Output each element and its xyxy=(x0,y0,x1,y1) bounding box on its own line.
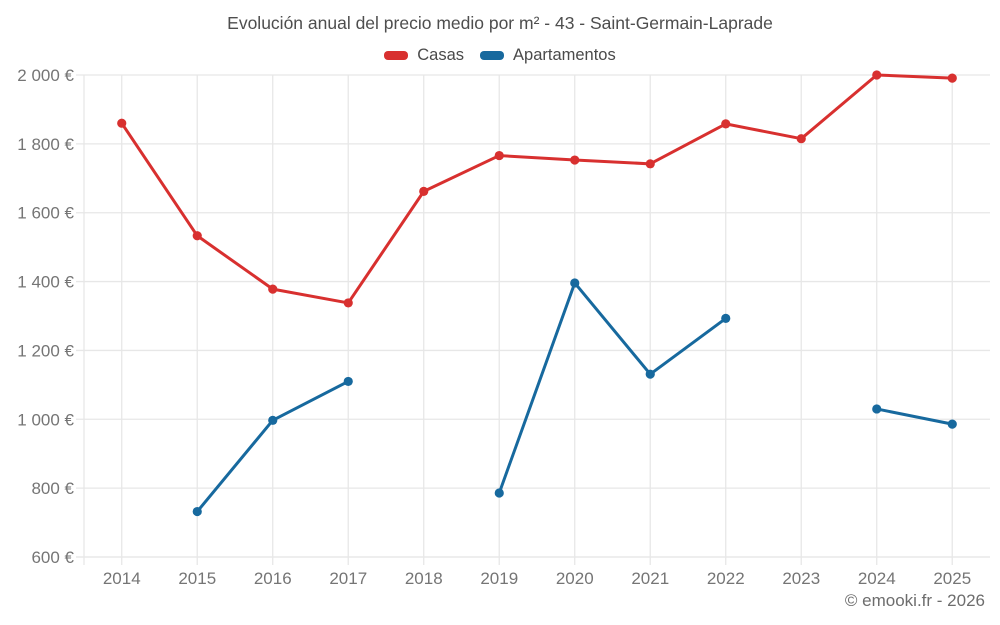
x-axis-label: 2019 xyxy=(480,569,518,588)
y-axis-label: 1 200 € xyxy=(17,341,74,360)
data-point-casas-2014[interactable] xyxy=(117,118,127,128)
x-axis-label: 2025 xyxy=(933,569,971,588)
data-point-apartamentos-2021[interactable] xyxy=(645,369,655,379)
casas-series-swatch xyxy=(384,51,409,60)
data-point-casas-2015[interactable] xyxy=(192,231,202,241)
data-point-apartamentos-2017[interactable] xyxy=(343,376,353,387)
y-axis-label: 1 600 € xyxy=(17,204,74,223)
data-point-casas-2025[interactable] xyxy=(947,73,957,83)
y-axis-label: 800 € xyxy=(31,479,74,498)
data-point-casas-2020[interactable] xyxy=(570,155,580,165)
data-point-casas-2024[interactable] xyxy=(872,70,882,80)
data-point-apartamentos-2016[interactable] xyxy=(268,415,278,425)
x-axis-label: 2023 xyxy=(782,569,820,588)
data-point-apartamentos-2019[interactable] xyxy=(494,488,504,498)
series-line-apartamentos xyxy=(875,407,954,426)
data-point-casas-2023[interactable] xyxy=(796,134,806,144)
copyright: © emooki.fr - 2026 xyxy=(844,591,985,610)
y-axis-label: 2 000 € xyxy=(17,66,74,85)
x-axis-label: 2020 xyxy=(556,569,594,588)
x-axis-label: 2021 xyxy=(631,569,669,588)
apartamentos-legend-label: Apartamentos xyxy=(513,46,616,64)
data-point-casas-2019[interactable] xyxy=(494,150,504,161)
apartamentos-series-swatch xyxy=(480,51,505,60)
series-line-casas xyxy=(120,73,954,305)
chart-title: Evolución anual del precio medio por m² … xyxy=(227,13,773,33)
x-axis-label: 2017 xyxy=(329,569,367,588)
series-line-apartamentos xyxy=(497,281,728,495)
y-axis-label: 1 000 € xyxy=(17,410,74,429)
data-point-apartamentos-2015[interactable] xyxy=(192,506,202,517)
x-axis-label: 2014 xyxy=(103,569,141,588)
casas-legend-label: Casas xyxy=(417,46,465,64)
data-point-casas-2021[interactable] xyxy=(645,159,655,169)
x-axis-label: 2018 xyxy=(405,569,443,588)
data-point-apartamentos-2022[interactable] xyxy=(721,313,731,324)
y-axis-label: 1 400 € xyxy=(17,273,74,292)
data-point-casas-2022[interactable] xyxy=(721,119,731,129)
x-axis-label: 2016 xyxy=(254,569,292,588)
legend: Casas Apartamentos xyxy=(0,46,1000,65)
x-axis-label: 2022 xyxy=(707,569,745,588)
x-axis-label: 2024 xyxy=(858,569,896,588)
data-point-apartamentos-2020[interactable] xyxy=(570,278,580,288)
data-point-casas-2018[interactable] xyxy=(419,186,429,196)
data-point-apartamentos-2025[interactable] xyxy=(947,419,957,429)
legend-item-apartamentos[interactable]: Apartamentos xyxy=(480,46,616,65)
data-point-casas-2016[interactable] xyxy=(268,284,278,294)
legend-item-casas[interactable]: Casas xyxy=(384,46,464,65)
data-point-casas-2017[interactable] xyxy=(343,298,353,308)
data-point-apartamentos-2024[interactable] xyxy=(872,404,882,414)
y-axis-label: 1 800 € xyxy=(17,135,74,154)
y-axis-label: 600 € xyxy=(31,548,74,567)
x-axis-label: 2015 xyxy=(178,569,216,588)
